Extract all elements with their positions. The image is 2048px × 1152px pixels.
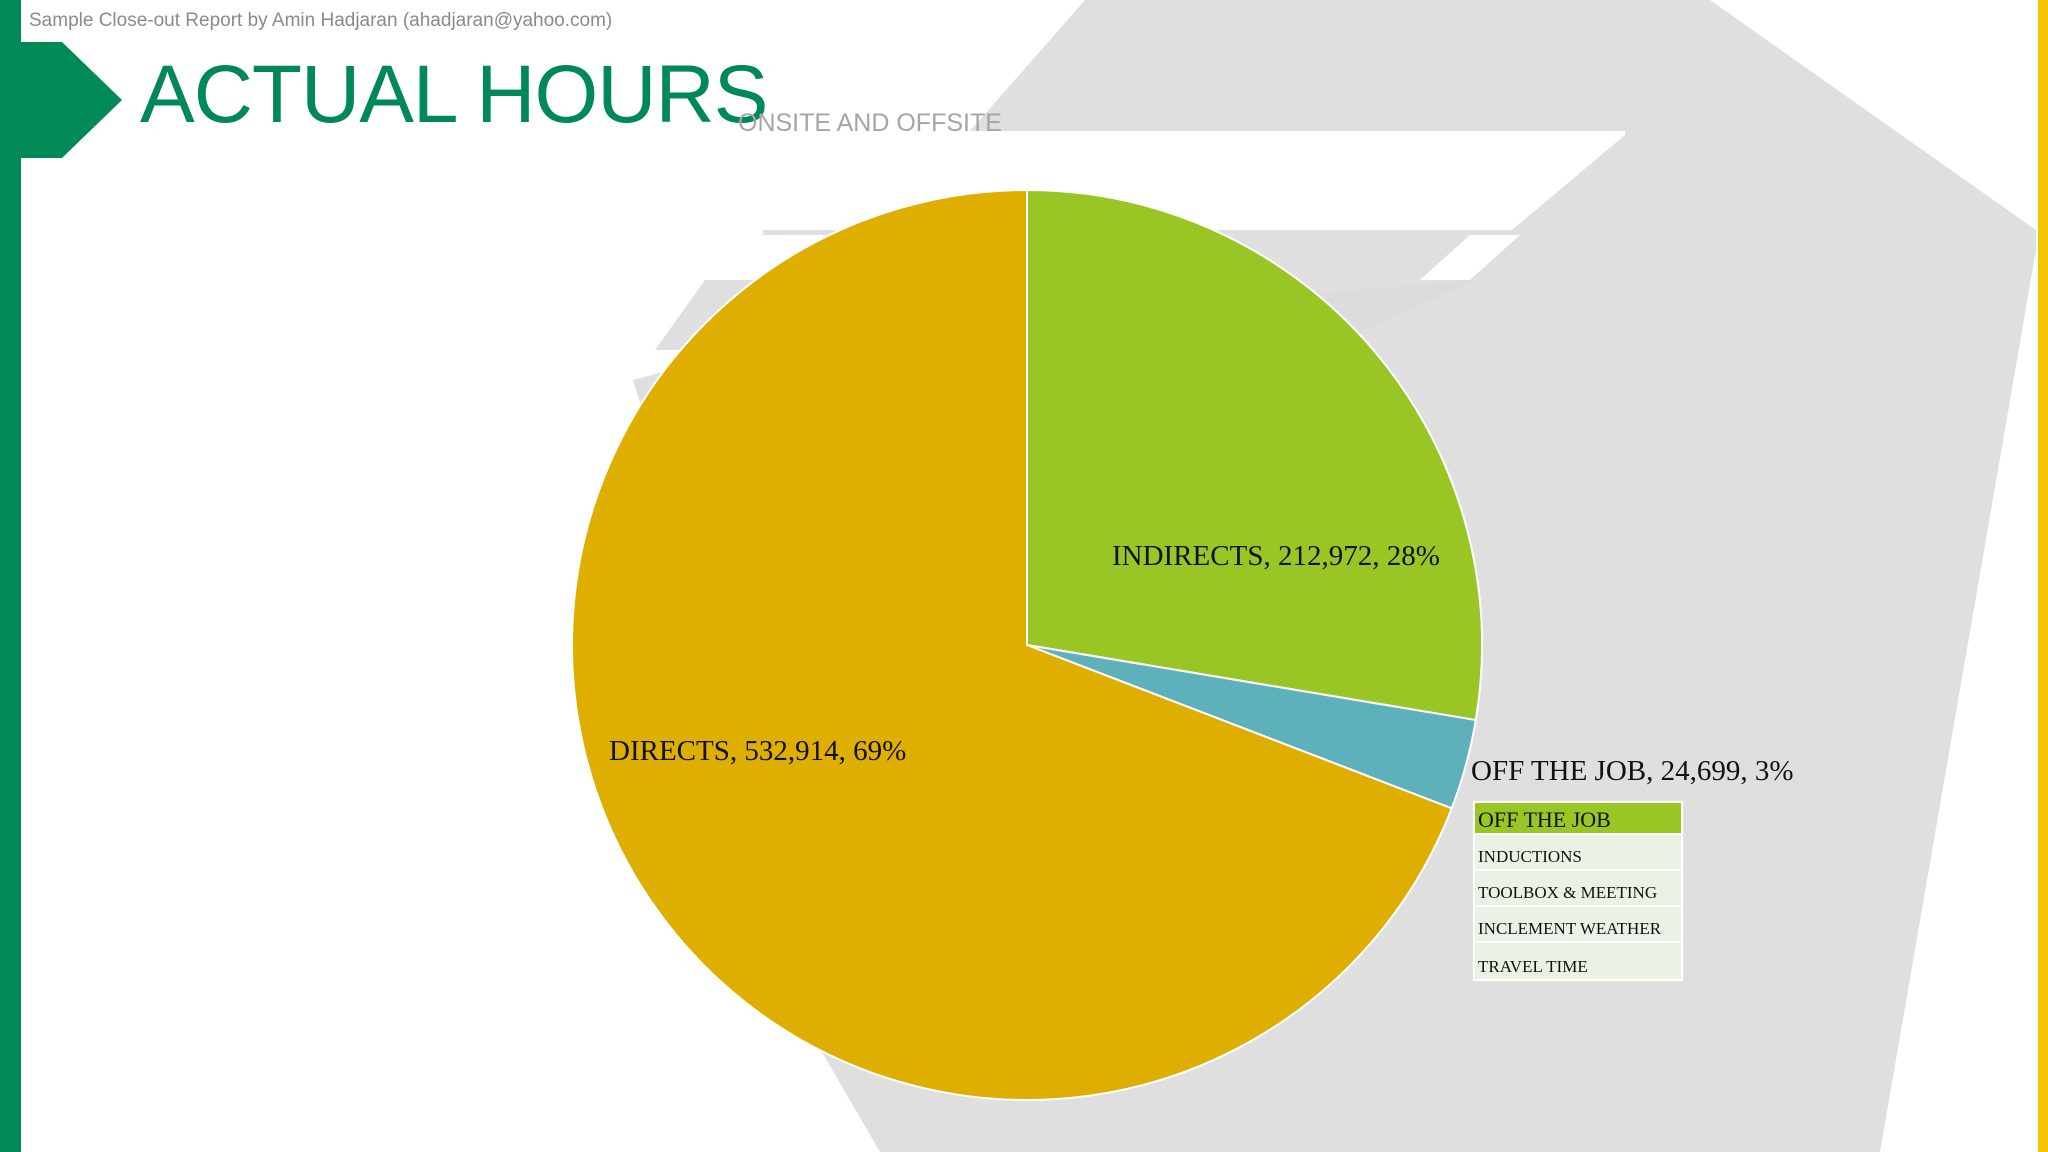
chart-legend: OFF THE JOB INDUCTIONS TOOLBOX & MEETING IN… — [1473, 801, 1683, 981]
legend-item-inclement-weather: INCLEMENT WEATHER — [1475, 907, 1681, 943]
page-title: ACTUAL HOURS — [140, 49, 768, 140]
legend-item-toolbox-meeting: TOOLBOX & MEETING — [1475, 871, 1681, 907]
chevron-arrow-icon — [0, 42, 122, 158]
data-label-indirects: INDIRECTS, 212,972, 28% — [1112, 540, 1440, 572]
legend-item-travel-time: TRAVEL TIME — [1478, 957, 1588, 976]
data-label-off-the-job: OFF THE JOB, 24,699, 3% — [1471, 755, 1794, 787]
legend-item-off-the-job: OFF THE JOB — [1475, 803, 1681, 835]
data-label-directs: DIRECTS, 532,914, 69% — [609, 735, 906, 767]
left-accent-bar — [0, 0, 21, 1152]
legend-item-inductions: INDUCTIONS — [1475, 835, 1681, 871]
page-subtitle: ONSITE AND OFFSITE — [738, 109, 1002, 137]
pie-slice-directs — [571, 188, 1453, 1101]
header-note: Sample Close-out Report by Amin Hadjaran… — [29, 10, 613, 31]
right-accent-bar — [2038, 0, 2048, 1152]
pie-slice-indirects — [1026, 188, 1483, 722]
